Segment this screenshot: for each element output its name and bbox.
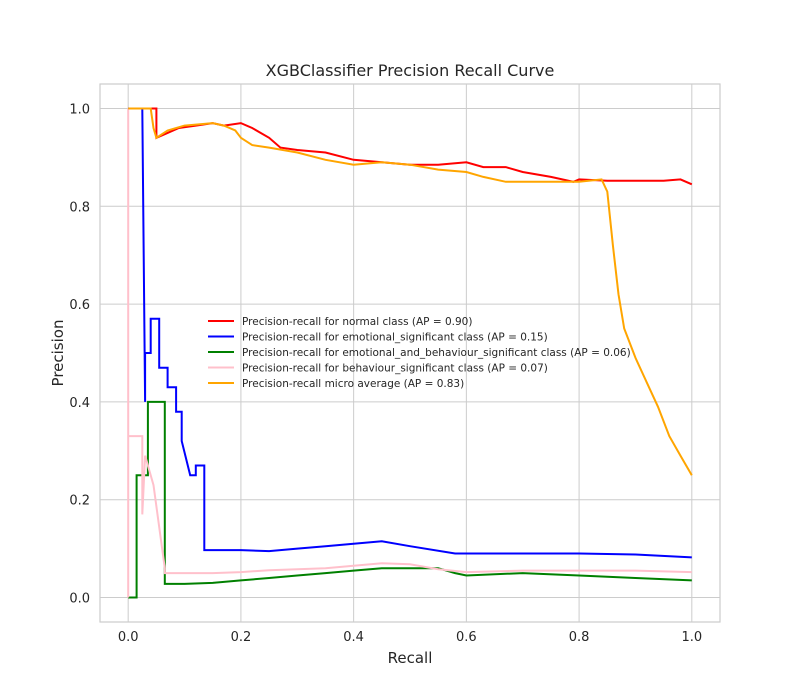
y-tick-label: 1.0 [69, 102, 90, 117]
grid [100, 84, 720, 622]
x-tick-label: 0.0 [118, 630, 139, 645]
legend-label-4: Precision-recall micro average (AP = 0.8… [242, 378, 464, 390]
legend-label-3: Precision-recall for behaviour_significa… [242, 363, 548, 375]
y-tick-label: 0.8 [69, 200, 90, 215]
legend: Precision-recall for normal class (AP = … [208, 316, 631, 390]
x-tick-label: 0.6 [456, 630, 477, 645]
x-tick-label: 1.0 [681, 630, 702, 645]
series-line-2 [128, 400, 692, 599]
x-axis-label: Recall [388, 649, 433, 667]
series-lines [127, 107, 693, 599]
y-tick-label: 0.4 [69, 396, 90, 411]
tick-labels: 0.0 0.2 0.4 0.6 0.8 1.0 0.0 0.2 0.4 0.6 0.8 1.0 [69, 102, 702, 645]
x-tick-label: 0.8 [569, 630, 590, 645]
legend-label-0: Precision-recall for normal class (AP = … [242, 316, 472, 328]
legend-label-1: Precision-recall for emotional_significa… [242, 332, 548, 344]
plot-area-frame [99, 83, 721, 623]
series-line-0 [128, 107, 693, 186]
y-tick-label: 0.0 [69, 592, 90, 607]
series-line-1 [128, 107, 692, 559]
x-tick-label: 0.4 [343, 630, 364, 645]
chart-title: XGBClassifier Precision Recall Curve [266, 61, 555, 80]
x-tick-label: 0.2 [231, 630, 252, 645]
y-axis-label: Precision [49, 320, 67, 387]
y-tick-label: 0.6 [69, 298, 90, 313]
legend-label-2: Precision-recall for emotional_and_behav… [242, 347, 631, 359]
y-tick-label: 0.2 [69, 494, 90, 509]
series-line-4 [128, 107, 693, 476]
series-line-3 [127, 108, 692, 598]
